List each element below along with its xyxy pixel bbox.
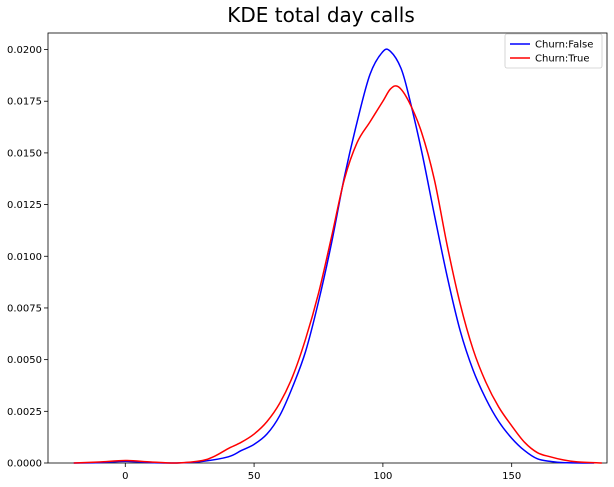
y-axis: 0.0000 0.0025 0.0050 0.0075 0.0100 0.0125 0.01…	[7, 45, 48, 470]
legend-label: Churn:True	[535, 54, 590, 65]
y-tick-label: 0.0100	[7, 252, 42, 263]
x-tick-label: 100	[373, 471, 392, 482]
series-layer	[73, 48, 602, 464]
series-line-1	[73, 85, 602, 464]
x-tick-label: 50	[248, 471, 261, 482]
y-tick-label: 0.0075	[7, 303, 42, 314]
x-tick-label: 150	[502, 471, 521, 482]
legend: Churn:False Churn:True	[504, 33, 603, 69]
legend-box	[504, 33, 603, 69]
y-tick-label: 0.0200	[7, 45, 42, 56]
x-axis: 0 50 100 150	[122, 463, 521, 482]
y-tick-label: 0.0175	[7, 97, 42, 108]
y-tick-label: 0.0050	[7, 355, 42, 366]
y-tick-label: 0.0025	[7, 407, 42, 418]
x-tick-label: 0	[122, 471, 128, 482]
chart-title: KDE total day calls	[227, 3, 415, 27]
series-line-0	[73, 48, 595, 464]
plot-area	[47, 32, 608, 464]
y-tick-label: 0.0150	[7, 148, 42, 159]
y-tick-label: 0.0125	[7, 200, 42, 211]
plot-frame	[47, 32, 608, 464]
legend-label: Churn:False	[535, 40, 593, 51]
y-tick-label: 0.0000	[7, 459, 42, 470]
